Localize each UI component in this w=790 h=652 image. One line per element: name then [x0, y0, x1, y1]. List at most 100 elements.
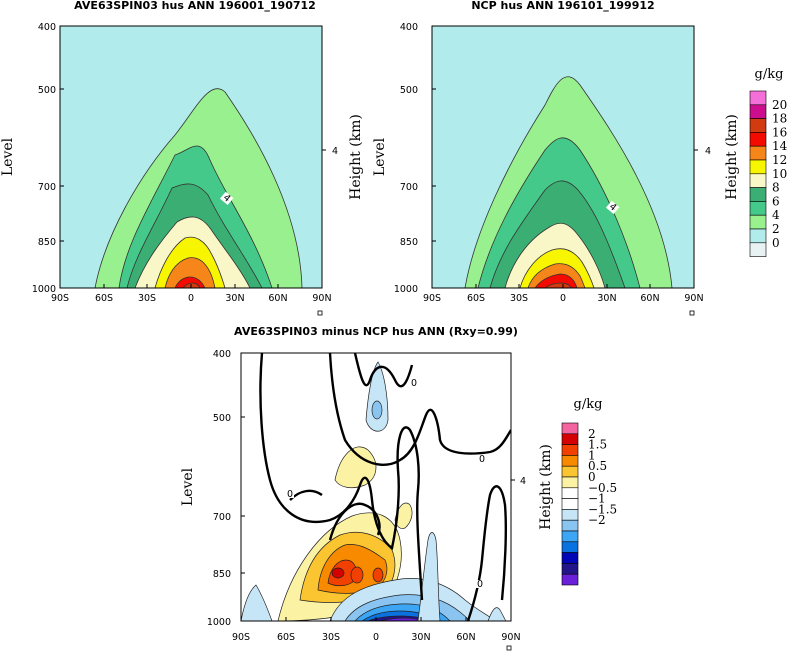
cb2-label: 0.5: [588, 459, 607, 473]
p3-zero-contour-3: [353, 353, 414, 388]
p1-ylabel: Level: [0, 137, 16, 176]
p1-right-tick: 4: [332, 146, 338, 157]
p3-degree-marker: [506, 645, 512, 651]
cb1-swatch: [749, 159, 767, 175]
cb2-label: 1: [588, 448, 596, 462]
p3-right-tick: 4: [520, 476, 526, 487]
cb1-label: 2: [772, 222, 780, 236]
cb1-label: 8: [772, 181, 780, 195]
p2-ytick: 400: [400, 22, 418, 33]
cb2-label: −2: [588, 513, 606, 527]
p3-ylabel-right: Height (km): [538, 444, 554, 530]
cb1-label: 4: [772, 208, 780, 222]
p3-ylabel: Level: [180, 467, 196, 506]
p1-ytick: 700: [38, 182, 56, 193]
panel-1: AVE63SPIN03 hus ANN 196001_190712 4 400 …: [0, 0, 364, 316]
cb2-label: −0.5: [588, 481, 617, 495]
cb1-label: 18: [772, 112, 787, 126]
p2-right-tick: 4: [705, 146, 711, 157]
colorbar-2: g/kg 21.510.50−0.5−1−1.5−2: [561, 397, 617, 586]
p3-neg-upper: [365, 361, 389, 432]
cb2-swatch: [561, 476, 579, 489]
cb2-label: 0: [588, 470, 596, 484]
cb1-label: 12: [772, 153, 787, 167]
p3-zero-label-4: 0: [477, 579, 483, 590]
p1-contour-label-box: [219, 191, 234, 206]
cb2-swatch: [561, 444, 579, 456]
cb2-swatch: [561, 519, 579, 532]
panel-2-contours: [464, 76, 673, 288]
cb2-swatch: [561, 498, 579, 510]
cb1-swatch: [749, 118, 767, 133]
p1-xtick: 30N: [225, 293, 244, 304]
p1-xtick: 90S: [51, 293, 69, 304]
p2-yticks: 400 500 700 850 1000: [394, 22, 436, 295]
cb2-swatch: [561, 487, 579, 499]
cb1-label: 10: [772, 167, 787, 181]
p2-contour-16: [544, 282, 572, 288]
panel-3-title: AVE63SPIN03 minus NCP hus ANN (Rxy=0.99): [234, 325, 518, 338]
p1-xtick: 60S: [95, 293, 113, 304]
p1-contour-label: 4: [221, 192, 233, 204]
p3-yticks: 400 500 700 850 1000: [207, 349, 245, 628]
p2-contour-label-box: [605, 200, 620, 215]
p2-xtick: 60S: [467, 293, 485, 304]
p2-xtick: 60N: [640, 293, 659, 304]
cb1-label: 20: [772, 98, 787, 112]
cb1-label: 0: [772, 236, 780, 250]
p2-ylabel-right: Height (km): [724, 114, 740, 200]
cb1-units: g/kg: [755, 67, 784, 82]
cb2-label: 2: [588, 427, 596, 441]
panel-3: AVE63SPIN03 minus NCP hus ANN (Rxy=0.99): [180, 325, 554, 651]
p3-neg-thin: [417, 532, 441, 621]
p1-contour-12: [164, 257, 216, 288]
p3-xtick: 30S: [322, 632, 340, 643]
cb1-label: 6: [772, 194, 780, 208]
p1-xtick: 90N: [312, 293, 331, 304]
p1-degree-marker: [317, 310, 323, 316]
cb1-swatch: [749, 214, 767, 230]
p2-xtick: 90S: [423, 293, 441, 304]
p3-neg-left: [241, 584, 273, 621]
cb2-units: g/kg: [574, 397, 603, 412]
p3-xtick: 90S: [232, 632, 250, 643]
p3-xtick: 90N: [501, 632, 520, 643]
cb1-swatch: [749, 145, 767, 161]
p1-ytick: 500: [38, 85, 56, 96]
p2-degree-marker: [689, 310, 695, 316]
panel-2-title: NCP hus ANN 196101_199912: [471, 0, 654, 12]
cb2-swatch: [561, 552, 579, 564]
cb1-label: 14: [772, 139, 788, 153]
p1-yticks: 400 500 700 850 1000: [32, 22, 64, 295]
p3-zero-label-box-2: [410, 379, 418, 387]
p3-pos-peak: [331, 567, 345, 579]
cb2-swatch: [561, 509, 579, 521]
p3-zero-contour: [259, 353, 424, 601]
p3-xtick: 60S: [277, 632, 295, 643]
cb2-label: 1.5: [588, 438, 607, 452]
p3-zero-contour-4: [466, 485, 508, 621]
cb2-swatch: [561, 455, 579, 467]
p2-xtick: 0: [560, 293, 566, 304]
p2-ytick: 1000: [394, 284, 418, 295]
p3-pos-mid: [394, 502, 413, 529]
cb2-swatch: [561, 541, 579, 553]
p2-ytick: 850: [400, 237, 418, 248]
cb2-swatches: [561, 422, 579, 586]
p3-pos-blob-15b: [350, 566, 364, 584]
p3-zero-label-box-1: [286, 490, 294, 498]
p2-contour-label: 4: [607, 201, 619, 213]
panel-1-title: AVE63SPIN03 hus ANN 196001_190712: [74, 0, 316, 12]
p3-ytick: 400: [213, 349, 231, 360]
p2-ytick: 700: [400, 182, 418, 193]
p3-zero-label-box-3: [478, 455, 486, 463]
p3-xtick: 60N: [456, 632, 475, 643]
panel-1-contours: [94, 88, 303, 288]
cb2-swatch: [561, 433, 579, 445]
p1-xtick: 30S: [138, 293, 156, 304]
p3-ytick: 700: [213, 512, 231, 523]
cb1-swatch: [749, 90, 767, 106]
